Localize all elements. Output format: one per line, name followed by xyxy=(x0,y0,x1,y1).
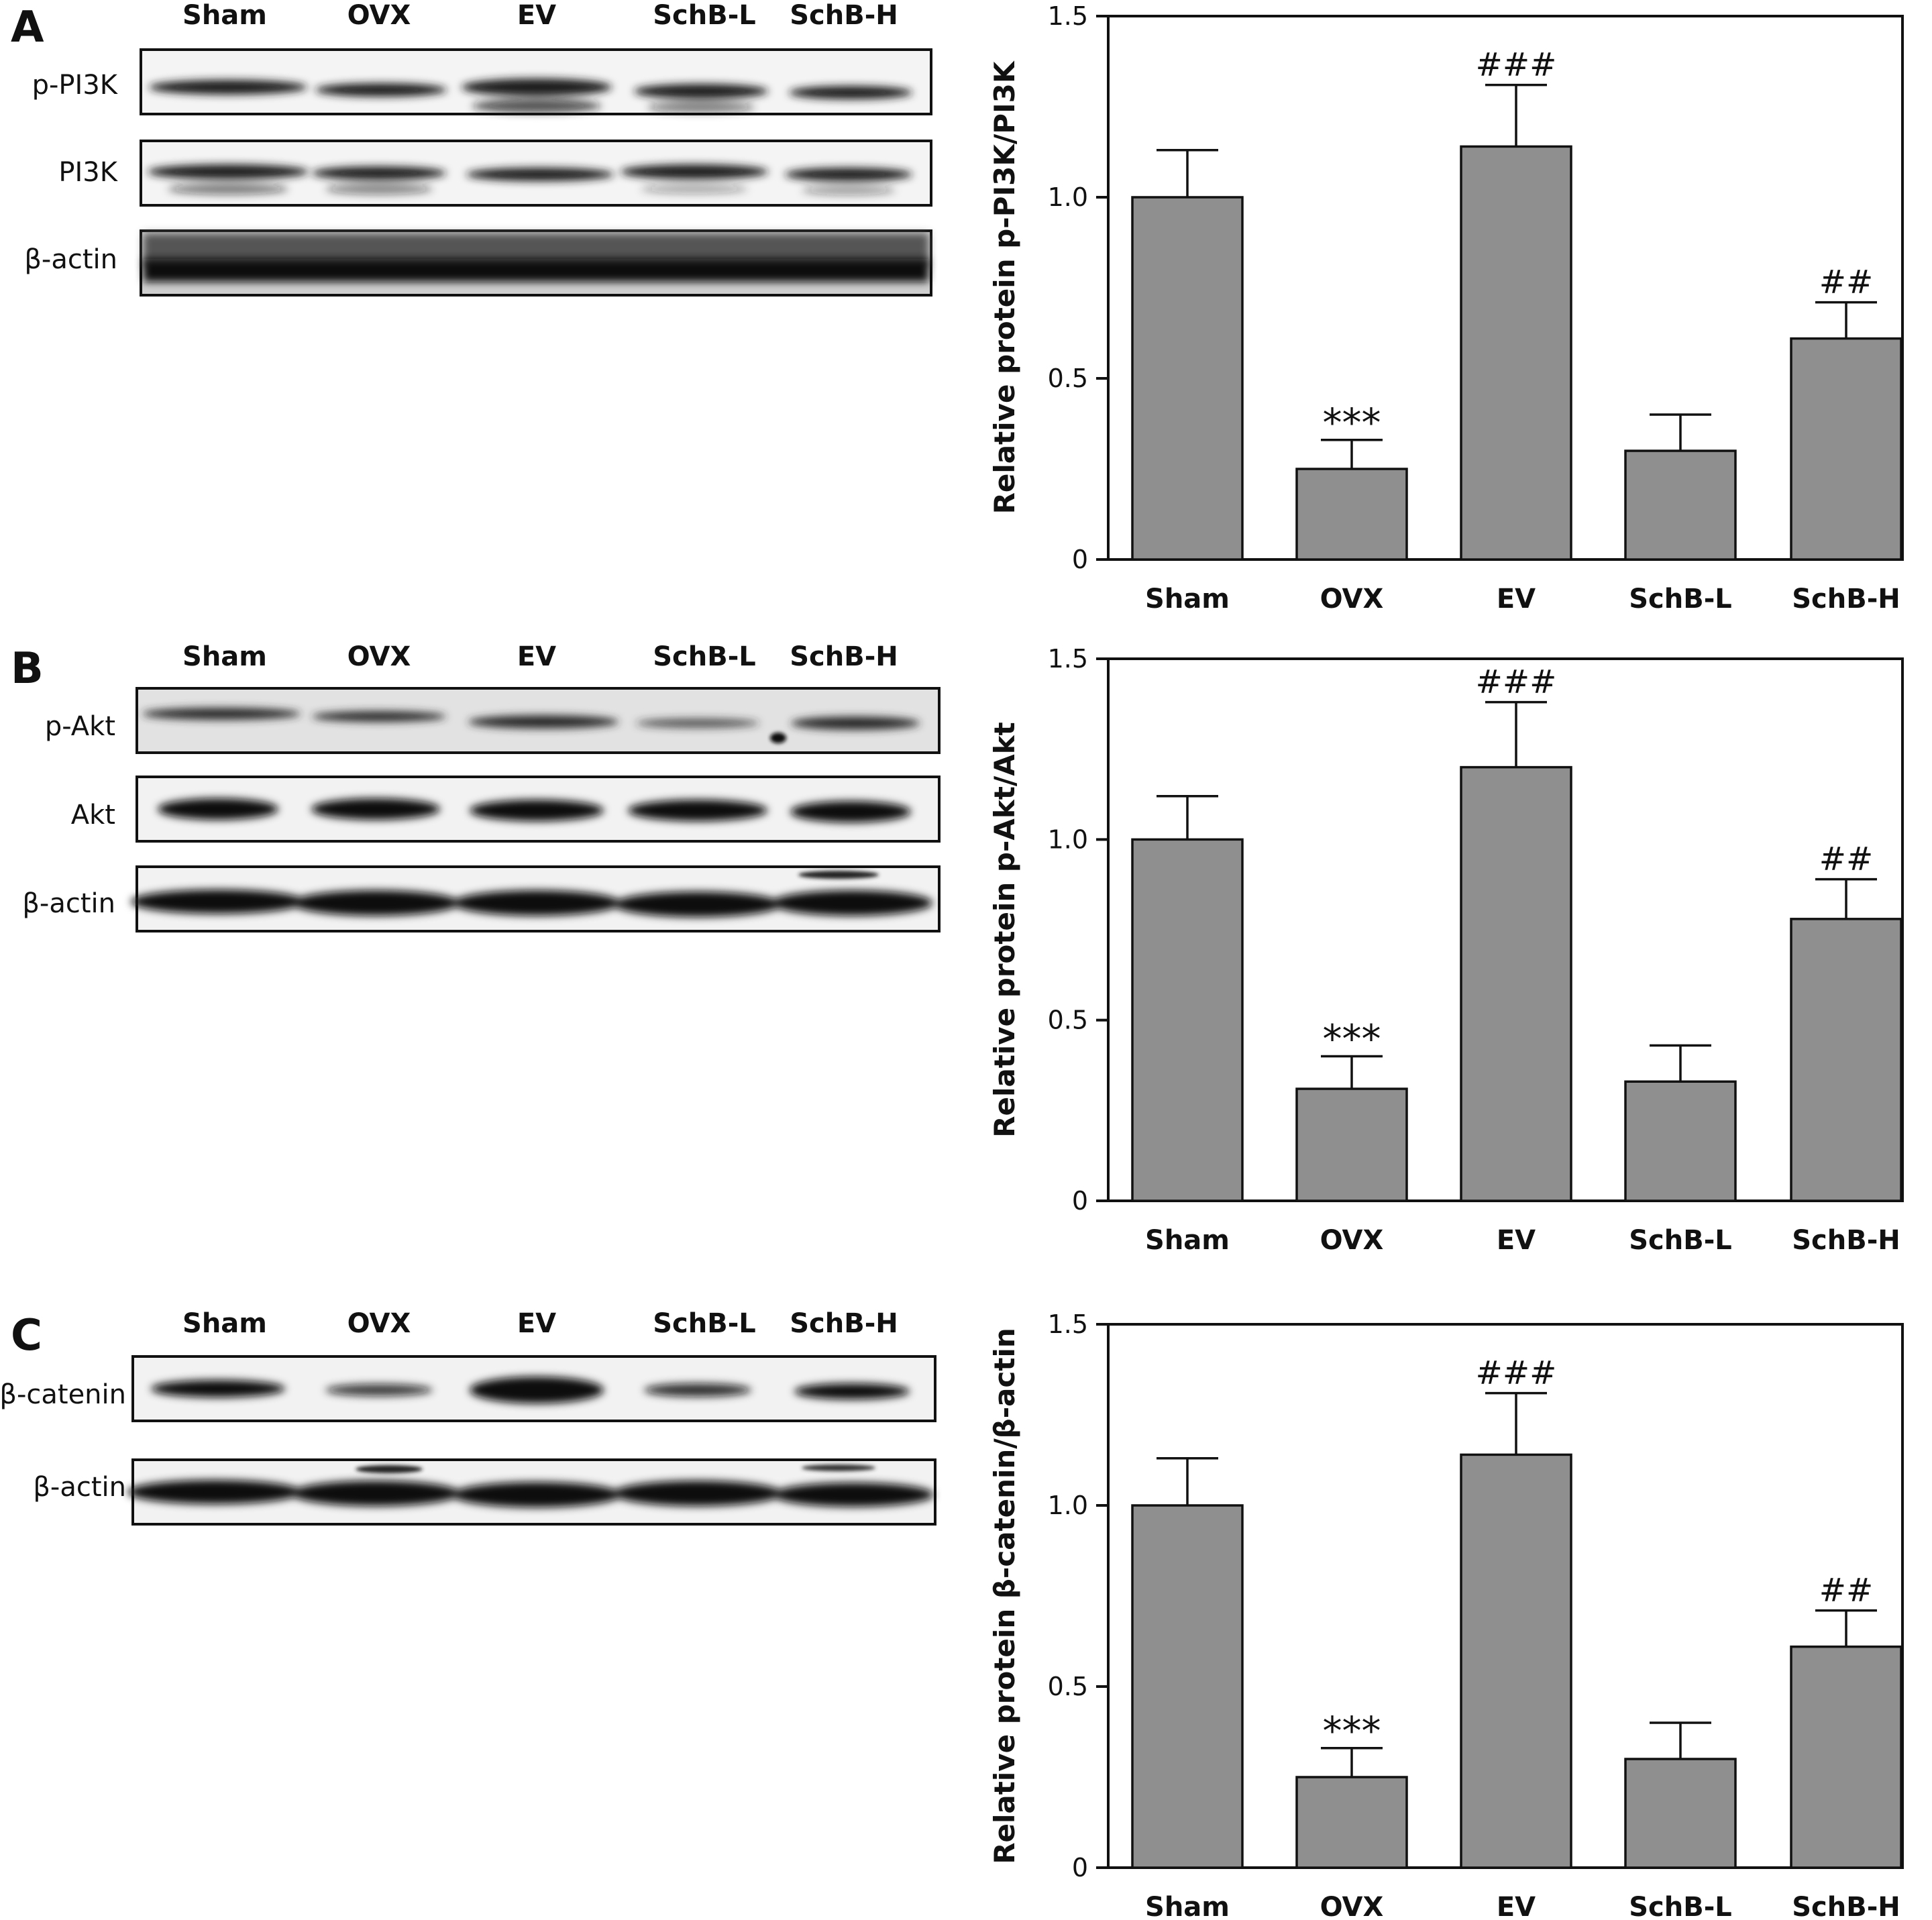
y-tick-label: 0.5 xyxy=(1048,364,1088,393)
bar-schb-h xyxy=(1790,918,1902,1202)
bar-schb-l xyxy=(1624,1080,1737,1202)
bar-ovx xyxy=(1295,1087,1408,1202)
bar-ovx xyxy=(1295,1776,1408,1869)
lane-label-schb-l: SchB-L xyxy=(653,0,756,31)
panel-letter-c: C xyxy=(11,1311,42,1361)
lane-label-ovx: OVX xyxy=(347,1308,411,1339)
significance-ovx: *** xyxy=(1323,1708,1381,1754)
y-tick-label: 1.5 xyxy=(1048,644,1088,674)
significance-ovx: *** xyxy=(1323,400,1381,445)
bar-chart-p-akt: 0 0.5 1.0 1.5 Relative protein p-Akt/Akt Sham… xyxy=(988,644,1904,1256)
blot-panel-a: Sham OVX EV SchB-L SchB-H p-PI3K PI3K xyxy=(24,0,932,297)
bar-sham xyxy=(1131,196,1244,561)
lane-label-ovx: OVX xyxy=(347,0,411,31)
y-tick-label: 0.5 xyxy=(1048,1672,1088,1701)
y-tick-label: 0 xyxy=(1072,1853,1088,1882)
y-tick-label: 1.5 xyxy=(1048,1,1088,31)
significance-ev: ### xyxy=(1476,46,1557,84)
lane-label-schb-l: SchB-L xyxy=(653,1308,756,1339)
significance-schb-h: ## xyxy=(1819,1572,1873,1609)
lane-label-sham: Sham xyxy=(182,0,267,31)
x-tick-label-schb-h: SchB-H xyxy=(1792,1892,1900,1920)
lane-label-schb-h: SchB-H xyxy=(790,1308,898,1339)
blot-row-label-pi3k: PI3K xyxy=(58,157,118,188)
significance-schb-h: ## xyxy=(1819,841,1873,878)
bar-ovx xyxy=(1295,468,1408,561)
bar-ev xyxy=(1460,765,1572,1202)
bar-chart-beta-catenin: 0 0.5 1.0 1.5 Relative protein β-catenin/β-a… xyxy=(988,1310,1904,1920)
y-tick-label: 1.0 xyxy=(1048,1491,1088,1520)
lane-label-ev: EV xyxy=(517,0,556,31)
lane-label-schb-l: SchB-L xyxy=(653,641,756,672)
blot-strip-beta-actin-c xyxy=(127,1458,936,1526)
blot-row-label-beta-actin-a: β-actin xyxy=(24,244,117,275)
lane-label-schb-h: SchB-H xyxy=(790,0,898,31)
x-tick-label-schb-h: SchB-H xyxy=(1792,584,1900,615)
y-axis-label: Relative protein p-PI3K/PI3K xyxy=(988,60,1021,514)
x-tick-label-schb-l: SchB-L xyxy=(1629,584,1732,615)
significance-schb-h: ## xyxy=(1819,264,1873,301)
bar-ev xyxy=(1460,1453,1572,1869)
bar-schb-l xyxy=(1624,1758,1737,1869)
x-tick-label-ev: EV xyxy=(1497,1892,1536,1920)
lane-label-ovx: OVX xyxy=(347,641,411,672)
lane-label-sham: Sham xyxy=(182,1308,267,1339)
y-tick-label: 0 xyxy=(1072,545,1088,574)
blot-row-label-p-pi3k: p-PI3K xyxy=(32,70,119,101)
x-tick-label-ovx: OVX xyxy=(1320,584,1384,615)
blot-strip-beta-catenin xyxy=(131,1355,936,1422)
blot-strip-beta-actin-b xyxy=(131,865,941,932)
bar-sham xyxy=(1131,1504,1244,1869)
blot-row-label-p-akt: p-Akt xyxy=(45,711,115,742)
blot-row-label-beta-actin-b: β-actin xyxy=(22,888,115,919)
y-axis-label: Relative protein p-Akt/Akt xyxy=(988,722,1021,1138)
blot-strip-p-akt xyxy=(136,687,941,754)
x-tick-label-sham: Sham xyxy=(1145,1892,1230,1920)
lane-labels-a: Sham OVX EV SchB-L SchB-H xyxy=(182,0,898,31)
blot-row-label-beta-actin-c: β-actin xyxy=(33,1472,126,1503)
y-tick-label: 0 xyxy=(1072,1186,1088,1216)
lane-labels-b: Sham OVX EV SchB-L SchB-H xyxy=(182,641,898,672)
blot-panel-c: Sham OVX EV SchB-L SchB-H β-catenin β-ac… xyxy=(0,1308,936,1526)
blot-strip-pi3k xyxy=(140,140,932,207)
bar-schb-h xyxy=(1790,337,1902,561)
significance-ev: ### xyxy=(1476,1354,1557,1392)
x-tick-label-ovx: OVX xyxy=(1320,1892,1384,1920)
panel-letter-b: B xyxy=(11,644,44,694)
y-tick-label: 0.5 xyxy=(1048,1006,1088,1035)
bar-sham xyxy=(1131,838,1244,1202)
lane-labels-c: Sham OVX EV SchB-L SchB-H xyxy=(182,1308,898,1339)
blot-row-label-beta-catenin: β-catenin xyxy=(0,1379,126,1410)
blot-strip-akt xyxy=(136,776,941,843)
bar-ev xyxy=(1460,145,1572,561)
y-axis-label: Relative protein β-catenin/β-actin xyxy=(988,1328,1021,1864)
significance-ovx: *** xyxy=(1323,1016,1381,1062)
lane-label-schb-h: SchB-H xyxy=(790,641,898,672)
blot-panel-b: Sham OVX EV SchB-L SchB-H p-Akt Akt xyxy=(22,641,941,932)
panel-letter-a: A xyxy=(11,3,44,52)
blot-strip-p-pi3k xyxy=(140,48,932,115)
blot-row-label-akt: Akt xyxy=(71,800,115,831)
lane-label-sham: Sham xyxy=(182,641,267,672)
significance-ev: ### xyxy=(1476,663,1557,701)
x-tick-label-sham: Sham xyxy=(1145,1225,1230,1256)
x-tick-label-schb-l: SchB-L xyxy=(1629,1225,1732,1256)
x-tick-label-schb-h: SchB-H xyxy=(1792,1225,1900,1256)
x-tick-label-ev: EV xyxy=(1497,584,1536,615)
y-tick-label: 1.0 xyxy=(1048,182,1088,212)
x-tick-label-ovx: OVX xyxy=(1320,1225,1384,1256)
lane-label-ev: EV xyxy=(517,1308,556,1339)
x-tick-label-schb-l: SchB-L xyxy=(1629,1892,1732,1920)
bar-schb-h xyxy=(1790,1645,1902,1869)
x-tick-label-sham: Sham xyxy=(1145,584,1230,615)
blot-strip-beta-actin-a xyxy=(140,229,932,297)
lane-label-ev: EV xyxy=(517,641,556,672)
bar-chart-p-pi3k: 0 0.5 1.0 1.5 Relative protein p-PI3K/PI3K Sh… xyxy=(988,1,1904,615)
y-tick-label: 1.5 xyxy=(1048,1310,1088,1339)
x-tick-label-ev: EV xyxy=(1497,1225,1536,1256)
y-tick-label: 1.0 xyxy=(1048,824,1088,854)
bar-schb-l xyxy=(1624,449,1737,561)
